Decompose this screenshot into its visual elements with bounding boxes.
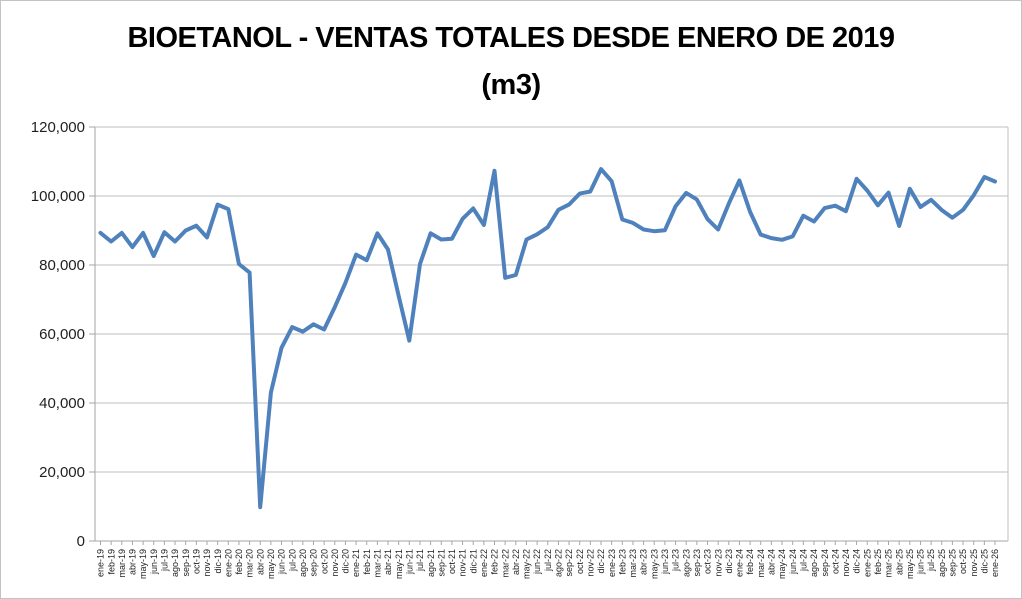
x-axis-label: jun-25 (916, 549, 926, 575)
y-axis-label: 20,000 (39, 464, 85, 481)
x-axis-label: abr-19 (128, 549, 138, 575)
x-axis-label: nov-20 (330, 549, 340, 577)
x-axis-label: abr-20 (255, 549, 265, 575)
x-axis-label: may-20 (266, 549, 276, 579)
x-axis-label: dic-22 (596, 549, 606, 574)
x-axis-label: ago-25 (937, 549, 947, 577)
x-axis-label: sep-21 (436, 549, 446, 577)
x-axis-label: jun-19 (149, 549, 159, 575)
x-axis-label: abr-24 (767, 549, 777, 575)
y-axis-label: 120,000 (31, 119, 85, 136)
x-axis-label: nov-25 (969, 549, 979, 577)
x-axis-label: feb-19 (106, 549, 116, 575)
x-axis-label: may-24 (777, 549, 787, 579)
x-axis-label: jul-24 (798, 549, 808, 572)
x-axis-label: jul-21 (415, 549, 425, 572)
chart-title-line2: (m3) (481, 69, 541, 101)
x-axis-label: dic-23 (724, 549, 734, 574)
x-axis-label: may-22 (522, 549, 532, 579)
sales-line (98, 167, 997, 510)
x-axis-label: sep-19 (181, 549, 191, 577)
x-axis-label: may-21 (394, 549, 404, 579)
x-axis-label: feb-24 (745, 549, 755, 575)
x-axis-label: sep-20 (309, 549, 319, 577)
y-axis-label: 0 (77, 533, 85, 550)
x-axis-label: sep-25 (948, 549, 958, 577)
x-axis-label: ene-19 (96, 549, 106, 577)
x-axis-label: may-19 (138, 549, 148, 579)
x-axis-label: ene-20 (223, 549, 233, 577)
x-axis-label: jul-22 (543, 549, 553, 572)
x-axis-label: ago-22 (554, 549, 564, 577)
x-axis-label: dic-21 (468, 549, 478, 574)
x-axis-label: sep-22 (564, 549, 574, 577)
x-axis-label: oct-22 (575, 549, 585, 574)
x-axis-label: ene-23 (607, 549, 617, 577)
chart-title: BIOETANOL - VENTAS TOTALES DESDE ENERO D… (1, 15, 1021, 109)
x-axis-label: ene-22 (479, 549, 489, 577)
x-axis-label: jun-23 (660, 549, 670, 575)
x-axis-label: jul-25 (926, 549, 936, 572)
x-axis-label: jul-20 (287, 549, 297, 572)
x-axis-label: ago-24 (809, 549, 819, 577)
x-axis-label: abr-21 (383, 549, 393, 575)
x-axis-label: abr-25 (894, 549, 904, 575)
x-axis-label: ago-19 (170, 549, 180, 577)
x-axis-label: sep-23 (692, 549, 702, 577)
x-axis-label: dic-24 (852, 549, 862, 574)
x-axis-label: mar-23 (628, 549, 638, 578)
y-axis-label: 40,000 (39, 395, 85, 412)
chart-title-line1: BIOETANOL - VENTAS TOTALES DESDE ENERO D… (127, 22, 895, 54)
x-axis-label: nov-23 (713, 549, 723, 577)
x-axis-label: ago-20 (298, 549, 308, 577)
x-axis-label: mar-25 (884, 549, 894, 578)
x-axis-label: ago-23 (681, 549, 691, 577)
x-axis-label: oct-25 (958, 549, 968, 574)
x-axis-label: mar-20 (245, 549, 255, 578)
y-axis-label: 100,000 (31, 188, 85, 205)
x-axis-label: oct-20 (319, 549, 329, 574)
x-axis-label: mar-21 (373, 549, 383, 578)
x-axis-label: feb-21 (362, 549, 372, 575)
x-axis-label: ene-25 (862, 549, 872, 577)
x-axis-label: oct-21 (447, 549, 457, 574)
x-axis-label: jun-24 (788, 549, 798, 575)
x-axis-label: nov-21 (458, 549, 468, 577)
x-axis-label: mar-19 (117, 549, 127, 578)
x-axis-label: oct-19 (191, 549, 201, 574)
x-axis-label: jun-22 (532, 549, 542, 575)
x-axis-label: feb-20 (234, 549, 244, 575)
x-axis-label: sep-24 (820, 549, 830, 577)
x-axis-label: ene-21 (351, 549, 361, 577)
x-axis-label: jul-23 (671, 549, 681, 572)
x-axis-label: abr-23 (639, 549, 649, 575)
x-axis-label: feb-23 (617, 549, 627, 575)
x-axis-label: ene-24 (735, 549, 745, 577)
x-axis-label: may-23 (649, 549, 659, 579)
x-axis-label: may-25 (905, 549, 915, 579)
x-axis-label: nov-24 (841, 549, 851, 577)
y-axis-label: 80,000 (39, 257, 85, 274)
x-axis-label: oct-23 (703, 549, 713, 574)
x-axis-label: ago-21 (426, 549, 436, 577)
x-axis-label: jul-19 (160, 549, 170, 572)
x-axis-label: nov-19 (202, 549, 212, 577)
x-axis-label: oct-24 (830, 549, 840, 574)
x-axis-label: dic-25 (980, 549, 990, 574)
x-axis-label: mar-22 (500, 549, 510, 578)
x-axis-label: jun-21 (404, 549, 414, 575)
x-axis-label: abr-22 (511, 549, 521, 575)
x-axis-label: dic-19 (213, 549, 223, 574)
x-axis-label: feb-25 (873, 549, 883, 575)
x-axis-label: feb-22 (490, 549, 500, 575)
x-axis-label: mar-24 (756, 549, 766, 578)
x-axis-label: ene-26 (990, 549, 1000, 577)
x-axis-label: nov-22 (585, 549, 595, 577)
x-axis-label: jun-20 (277, 549, 287, 575)
x-axis-label: dic-20 (341, 549, 351, 574)
y-axis-label: 60,000 (39, 326, 85, 343)
